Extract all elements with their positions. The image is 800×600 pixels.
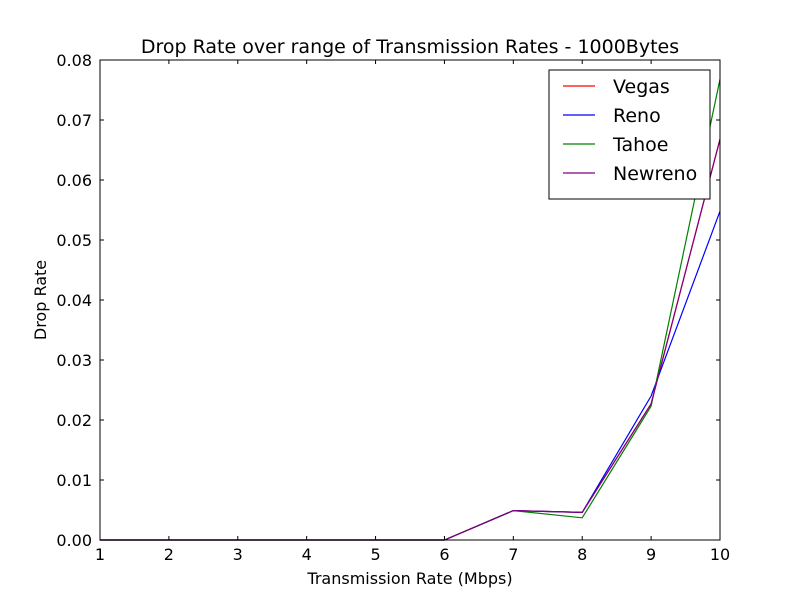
x-tick-label: 5 xyxy=(370,545,380,564)
x-tick-label: 9 xyxy=(646,545,656,564)
y-tick-label: 0.00 xyxy=(56,531,92,550)
legend-label-tahoe: Tahoe xyxy=(612,134,668,156)
x-tick-label: 6 xyxy=(439,545,449,564)
y-tick-label: 0.07 xyxy=(56,111,92,130)
x-tick-label: 7 xyxy=(508,545,518,564)
y-tick-label: 0.05 xyxy=(56,231,92,250)
x-tick-label: 4 xyxy=(302,545,312,564)
y-axis: 0.00 0.01 0.02 0.03 0.04 0.05 0.06 0.07 0.08 xyxy=(56,51,720,550)
chart-title: Drop Rate over range of Transmission Rat… xyxy=(141,36,679,58)
legend-label-vegas: Vegas xyxy=(613,76,670,98)
x-tick-label: 3 xyxy=(233,545,243,564)
y-tick-label: 0.08 xyxy=(56,51,92,70)
x-tick-label: 2 xyxy=(164,545,174,564)
legend-box xyxy=(548,69,711,200)
x-axis-label: Transmission Rate (Mbps) xyxy=(306,569,512,588)
y-tick-label: 0.06 xyxy=(56,171,92,190)
x-axis: 1 2 3 4 5 6 7 8 9 10 xyxy=(95,60,730,564)
y-tick-label: 0.01 xyxy=(56,471,92,490)
x-tick-label: 1 xyxy=(95,545,105,564)
y-axis-label: Drop Rate xyxy=(31,260,50,340)
legend-label-newreno: Newreno xyxy=(613,163,697,185)
legend: Vegas Reno Tahoe Newreno xyxy=(548,69,711,200)
y-tick-label: 0.03 xyxy=(56,351,92,370)
legend-label-reno: Reno xyxy=(613,105,661,127)
y-tick-label: 0.04 xyxy=(56,291,92,310)
x-tick-label: 8 xyxy=(577,545,587,564)
y-tick-label: 0.02 xyxy=(56,411,92,430)
x-tick-label: 10 xyxy=(710,545,730,564)
